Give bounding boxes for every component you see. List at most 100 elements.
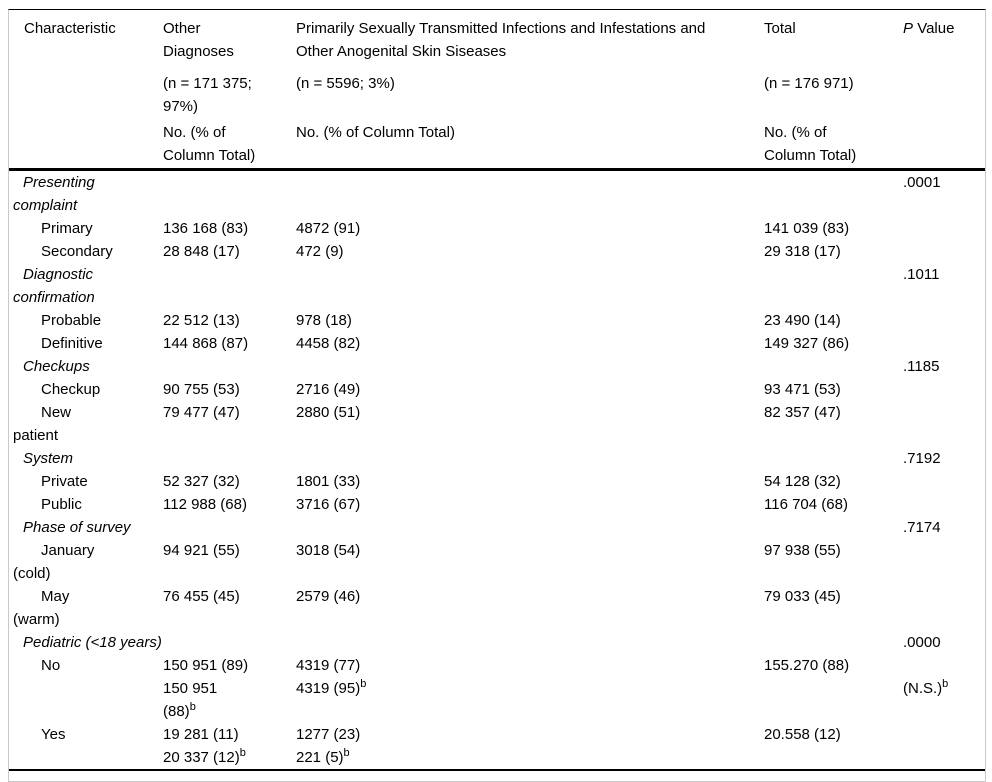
- header-p-value-n: [903, 63, 985, 118]
- table-row: Phase of survey .7174: [9, 516, 985, 539]
- header-row-units: No. (% of Column Total) No. (% of Column …: [9, 118, 985, 170]
- cell-other-diagnoses: [163, 447, 296, 470]
- cell-characteristic: Definitive: [41, 335, 103, 352]
- cell-characteristic: Phase of survey: [23, 519, 131, 536]
- cell-other-diagnoses: 20 337 (12)b: [163, 747, 246, 767]
- cell-characteristic: Checkups: [23, 358, 90, 375]
- cell-p-value: [903, 309, 985, 332]
- cell-sti: 3018 (54): [296, 542, 361, 559]
- table-row: System .7192: [9, 447, 985, 470]
- table-row: Primary 136 168 (83) 4872 (91) 141 039 (83): [9, 217, 985, 240]
- cell-total: 141 039 (83): [764, 220, 850, 237]
- cell-sti: [296, 170, 764, 218]
- header-sti-n: (n = 5596; 3%): [296, 75, 395, 92]
- header-other-diagnoses-n: (n = 171 375; 97%): [163, 75, 252, 115]
- cell-p-value: (N.S.)b: [903, 678, 949, 698]
- cell-sti: [296, 355, 764, 378]
- cell-total: 149 327 (86): [764, 335, 850, 352]
- cell-total: [764, 263, 903, 309]
- cell-sti: 978 (18): [296, 312, 352, 329]
- cell-sti: 2716 (49): [296, 381, 361, 398]
- cell-sti: [296, 631, 764, 654]
- cell-other-diagnoses: 19 281 (11): [163, 726, 239, 743]
- table-figure: Characteristic Other Diagnoses Primarily …: [8, 9, 986, 782]
- cell-p-value: .7192: [903, 450, 941, 467]
- cell-other-diagnoses: 144 868 (87): [163, 335, 249, 352]
- footnote-b-marker: b: [189, 701, 196, 713]
- cell-characteristic: [9, 746, 163, 770]
- cell-other-diagnoses: 112 988 (68): [163, 496, 247, 513]
- cell-other-diagnoses: [163, 631, 296, 654]
- table-row: 150 951 (88)b 4319 (95)b (N.S.)b: [9, 677, 985, 723]
- p-value-label: Value: [917, 20, 955, 37]
- footnote-b-marker: b: [343, 747, 350, 759]
- cell-total: 29 318 (17): [764, 243, 841, 260]
- table-row: 20 337 (12)b 221 (5)b: [9, 746, 985, 770]
- cell-p-value: .0001: [903, 174, 941, 191]
- header-characteristic-units: [9, 118, 163, 170]
- cell-characteristic: May (warm): [13, 588, 70, 628]
- header-total: Total: [764, 20, 796, 37]
- cell-sti: 4319 (77): [296, 657, 361, 674]
- header-other-diagnoses-units: No. (% of Column Total): [163, 124, 256, 164]
- header-row-title: Characteristic Other Diagnoses Primarily …: [9, 10, 985, 63]
- header-p-value-units: [903, 118, 985, 170]
- p-symbol: P: [903, 20, 914, 37]
- cell-sti: [296, 516, 764, 539]
- cell-total: [764, 170, 903, 218]
- table-row: Secondary 28 848 (17) 472 (9) 29 318 (17): [9, 240, 985, 263]
- table-row: New patient 79 477 (47) 2880 (51) 82 357 (47…: [9, 401, 985, 447]
- table-row: Diagnostic confirmation .1011: [9, 263, 985, 309]
- cell-characteristic: [9, 677, 163, 723]
- cell-total: [764, 746, 903, 770]
- cell-sti: [296, 447, 764, 470]
- cell-p-value: [903, 585, 985, 631]
- cell-total: 97 938 (55): [764, 542, 841, 559]
- cell-characteristic: New patient: [13, 404, 72, 444]
- header-sti: Primarily Sexually Transmitted Infection…: [296, 20, 706, 60]
- table-row: Definitive 144 868 (87) 4458 (82) 149 327 (…: [9, 332, 985, 355]
- cell-total: [764, 355, 903, 378]
- cell-other-diagnoses: 52 327 (32): [163, 473, 240, 490]
- cell-total: 82 357 (47): [764, 404, 841, 421]
- header-p-value: P Value: [903, 10, 985, 63]
- cell-other-diagnoses: 150 951 (88)b: [163, 680, 218, 720]
- cell-other-diagnoses: 76 455 (45): [163, 588, 240, 605]
- cell-characteristic: Yes: [41, 726, 66, 743]
- cell-sti: 1801 (33): [296, 473, 361, 490]
- cell-p-value: [903, 378, 985, 401]
- table-header: Characteristic Other Diagnoses Primarily …: [9, 10, 985, 170]
- table-row: No 150 951 (89) 4319 (77) 155.270 (88): [9, 654, 985, 677]
- cell-total: 20.558 (12): [764, 726, 841, 743]
- cell-sti: 2579 (46): [296, 588, 361, 605]
- cell-total: 116 704 (68): [764, 496, 848, 513]
- cell-other-diagnoses: 150 951 (89): [163, 657, 249, 674]
- cell-p-value: [903, 539, 985, 585]
- cell-p-value: .1011: [903, 266, 940, 283]
- cell-other-diagnoses: 136 168 (83): [163, 220, 249, 237]
- table-row: Checkups .1185: [9, 355, 985, 378]
- cell-characteristic: Public: [41, 496, 82, 513]
- cell-characteristic: Presenting complaint: [13, 174, 95, 214]
- cell-total: 155.270 (88): [764, 657, 850, 674]
- cell-characteristic: Probable: [41, 312, 102, 329]
- table-row: Presenting complaint .0001: [9, 170, 985, 218]
- cell-characteristic: Checkup: [41, 381, 101, 398]
- cell-characteristic: Diagnostic confirmation: [13, 266, 95, 306]
- cell-p-value: [903, 746, 985, 770]
- cell-p-value: [903, 401, 985, 447]
- header-total-n: (n = 176 971): [764, 75, 854, 92]
- cell-other-diagnoses: [163, 170, 296, 218]
- cell-sti: 3716 (67): [296, 496, 361, 513]
- cell-other-diagnoses: 28 848 (17): [163, 243, 240, 260]
- cell-p-value: [903, 217, 985, 240]
- cell-total: 93 471 (53): [764, 381, 841, 398]
- table-row: May (warm) 76 455 (45) 2579 (46) 79 033 (45): [9, 585, 985, 631]
- cell-other-diagnoses: [163, 263, 296, 309]
- cell-other-diagnoses: [163, 516, 296, 539]
- header-characteristic: Characteristic: [24, 20, 116, 37]
- table-row: Pediatric (<18 years) .0000: [9, 631, 985, 654]
- cell-other-diagnoses: 79 477 (47): [163, 404, 240, 421]
- table-row: Private 52 327 (32) 1801 (33) 54 128 (32): [9, 470, 985, 493]
- cell-characteristic: Secondary: [41, 243, 113, 260]
